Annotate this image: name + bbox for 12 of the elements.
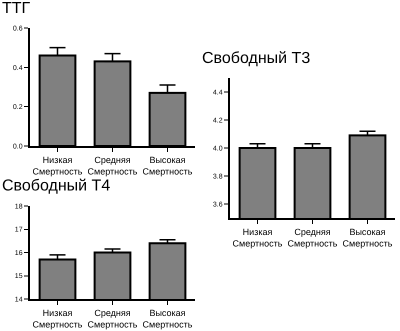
x-tick-label: Низкая Смертность [232,226,283,248]
x-tick-label: Высокая Смертность [142,154,193,176]
x-tick-label: Низкая Смертность [32,308,83,330]
x-tick-label: Высокая Смертность [342,226,393,248]
x-tick-label: Средняя Смертность [88,308,138,330]
chart-title: ТТГ [2,0,31,17]
x-tick-label: Низкая Смертность [32,154,83,176]
x-tick-label: Средняя Смертность [88,154,138,176]
x-tick-label: Высокая Смертность [142,308,193,330]
chart-title: Свободный Т3 [202,50,310,68]
chart-title: Свободный Т4 [2,178,110,195]
x-tick-label: Средняя Смертность [288,226,338,248]
